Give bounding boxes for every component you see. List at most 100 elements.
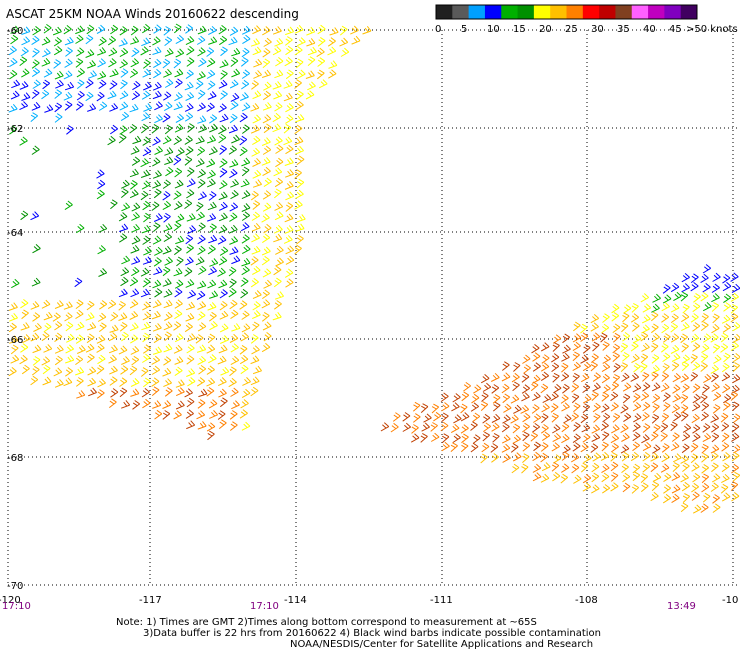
wind-barb bbox=[118, 300, 126, 311]
wind-barb bbox=[602, 313, 610, 323]
wind-barb bbox=[75, 309, 84, 320]
wind-barb bbox=[730, 341, 740, 352]
wind-barb bbox=[513, 404, 522, 414]
wind-barb bbox=[285, 202, 294, 212]
wind-barb bbox=[721, 492, 731, 502]
wind-barb bbox=[241, 190, 251, 200]
wind-barb bbox=[732, 362, 740, 372]
wind-barb bbox=[162, 200, 172, 211]
wind-barb bbox=[32, 344, 42, 354]
wind-barb bbox=[218, 256, 228, 266]
wind-barb bbox=[41, 331, 50, 342]
wind-barb bbox=[153, 257, 162, 267]
wind-barb bbox=[731, 432, 740, 442]
wind-barb bbox=[691, 491, 700, 501]
wind-barb bbox=[173, 344, 183, 354]
wind-barb bbox=[110, 199, 118, 210]
wind-barb bbox=[601, 392, 610, 402]
wind-barb bbox=[119, 90, 129, 100]
wind-barb bbox=[197, 355, 207, 365]
wind-barb bbox=[208, 354, 217, 364]
wind-barb bbox=[252, 179, 262, 188]
wind-barb bbox=[681, 411, 689, 422]
wind-barb bbox=[662, 284, 671, 294]
wind-barb bbox=[108, 47, 118, 57]
color-scale-bar bbox=[435, 4, 698, 20]
wind-barb bbox=[672, 384, 681, 394]
wind-barb bbox=[219, 246, 229, 256]
wind-barb bbox=[720, 332, 729, 343]
wind-barb bbox=[261, 137, 271, 146]
wind-barb bbox=[20, 322, 30, 331]
wind-barb bbox=[612, 332, 621, 343]
wind-barb bbox=[573, 402, 581, 413]
wind-barb bbox=[711, 382, 720, 392]
wind-barb bbox=[690, 371, 699, 382]
wind-barb bbox=[702, 423, 711, 433]
wind-barb bbox=[163, 356, 172, 366]
wind-barb bbox=[252, 46, 262, 56]
wind-barb bbox=[63, 301, 73, 310]
wind-barb bbox=[206, 422, 216, 432]
wind-barb bbox=[143, 344, 151, 354]
wind-barb bbox=[207, 91, 217, 100]
wind-barb bbox=[120, 276, 129, 287]
wind-barb bbox=[283, 136, 293, 146]
wind-barb bbox=[650, 431, 659, 442]
wind-barb bbox=[712, 313, 720, 324]
wind-barb bbox=[185, 146, 194, 156]
wind-barb bbox=[141, 180, 151, 190]
wind-barb bbox=[240, 332, 249, 342]
wind-barb bbox=[690, 273, 699, 283]
wind-barb bbox=[241, 244, 251, 255]
wind-barb bbox=[196, 35, 206, 45]
wind-barb bbox=[670, 441, 680, 452]
wind-barb bbox=[241, 79, 250, 90]
wind-barb bbox=[693, 292, 701, 303]
wind-barb bbox=[305, 90, 315, 100]
wind-barb bbox=[206, 344, 216, 354]
wind-barb bbox=[630, 372, 640, 382]
wind-barb bbox=[85, 91, 94, 102]
wind-barb bbox=[229, 421, 238, 431]
wind-barb bbox=[109, 68, 119, 78]
wind-barb bbox=[164, 48, 174, 57]
wind-barb bbox=[711, 473, 721, 483]
wind-barb bbox=[510, 443, 519, 453]
wind-barb bbox=[174, 123, 184, 133]
wind-barb bbox=[582, 344, 591, 354]
wind-barb bbox=[551, 362, 560, 373]
wind-barb bbox=[561, 422, 570, 433]
wind-barb bbox=[252, 169, 262, 179]
wind-barb bbox=[65, 367, 73, 377]
wind-barb bbox=[450, 423, 460, 434]
wind-barb bbox=[261, 255, 270, 266]
wind-barb bbox=[228, 266, 237, 277]
wind-barb bbox=[252, 290, 262, 299]
wind-barb bbox=[631, 484, 640, 494]
wind-barb bbox=[108, 398, 117, 408]
wind-barb bbox=[184, 388, 193, 398]
wind-barb bbox=[274, 201, 284, 211]
wind-barb bbox=[65, 47, 73, 57]
wind-barb bbox=[692, 504, 702, 514]
wind-barb bbox=[185, 69, 194, 80]
wind-barb bbox=[285, 26, 295, 36]
wind-barb bbox=[690, 453, 699, 464]
wind-barb bbox=[85, 34, 94, 45]
wind-barb bbox=[296, 178, 305, 189]
wind-barb bbox=[670, 322, 679, 333]
wind-barb bbox=[274, 300, 282, 310]
wind-barb bbox=[163, 288, 173, 298]
wind-barb bbox=[31, 365, 40, 376]
wind-barb bbox=[54, 344, 64, 354]
wind-barb bbox=[229, 333, 239, 343]
wind-barb bbox=[591, 462, 600, 473]
wind-barb bbox=[392, 412, 401, 422]
wind-barb bbox=[492, 401, 501, 412]
wind-barb bbox=[186, 189, 195, 199]
lon-label: -114 bbox=[284, 595, 307, 606]
wind-barb bbox=[295, 223, 305, 232]
wind-barb bbox=[720, 343, 729, 353]
wind-barb bbox=[601, 472, 610, 483]
